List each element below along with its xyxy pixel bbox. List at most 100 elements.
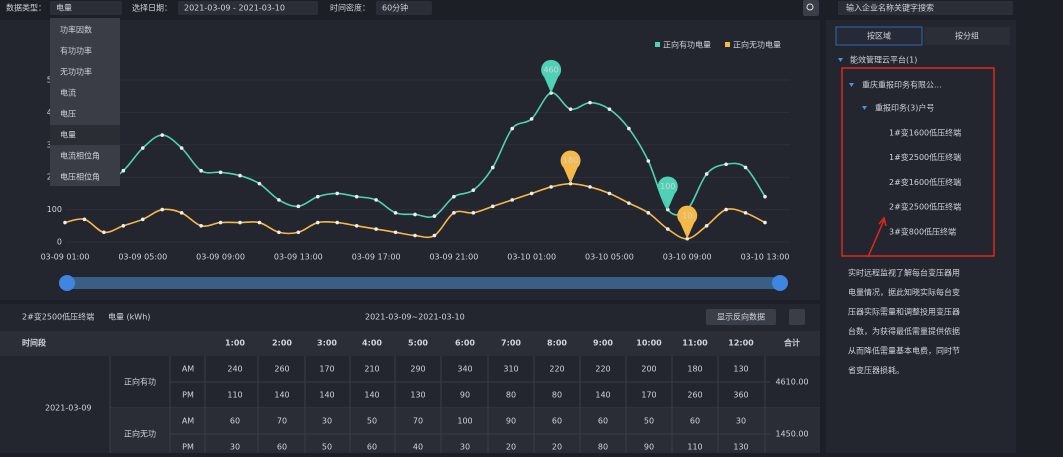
cell: 110 <box>227 391 242 400</box>
data-point <box>413 233 417 238</box>
tab-label[interactable]: 按区域 <box>867 31 891 41</box>
x-tick-label: 03-09 01:00 <box>41 253 90 262</box>
data-point <box>704 224 709 228</box>
search-button[interactable] <box>803 0 819 16</box>
slider-handle[interactable] <box>772 275 788 291</box>
pin-label: 100 <box>660 182 675 191</box>
search-placeholder[interactable]: 输入企业名称关键字搜索 <box>846 3 934 13</box>
tree-terminal[interactable]: 1#变1600低压终端 <box>889 128 961 138</box>
cell: 80 <box>552 391 562 400</box>
data-point <box>471 211 476 215</box>
tree-terminal[interactable]: 2#变1600低压终端 <box>889 177 961 187</box>
dropdown-option[interactable]: 功率因数 <box>60 25 92 35</box>
pin <box>677 205 698 239</box>
dropdown-option[interactable]: 电流 <box>60 88 76 98</box>
data-point <box>315 220 320 225</box>
column-header: 2:00 <box>272 339 292 348</box>
tree-company[interactable]: 重庆重报印务有限公... <box>862 80 942 90</box>
column-header: 10:00 <box>636 339 662 348</box>
tree-terminal[interactable]: 1#变2500低压终端 <box>889 152 961 162</box>
data-point <box>529 117 534 121</box>
data-point <box>315 194 320 199</box>
x-tick-label: 03-09 13:00 <box>274 253 323 262</box>
data-point <box>140 217 145 222</box>
pin <box>541 59 562 93</box>
column-header: 1:00 <box>225 339 245 348</box>
tree-caret <box>838 58 843 62</box>
cell: 130 <box>733 365 748 374</box>
chart-panel <box>0 20 820 300</box>
cell: 60 <box>690 417 700 426</box>
cell: 60 <box>277 443 287 452</box>
tab[interactable] <box>835 26 923 46</box>
data-point <box>374 227 378 231</box>
tree-terminal[interactable]: 2#变2500低压终端 <box>889 202 961 212</box>
tab[interactable] <box>924 27 1010 45</box>
date-value[interactable]: 2021-03-09 - 2021-03-10 <box>184 4 285 13</box>
x-tick-label: 03-10 13:00 <box>741 253 790 262</box>
tab-label[interactable]: 按分组 <box>955 31 979 41</box>
data-point <box>199 224 203 228</box>
cell: 290 <box>410 365 425 374</box>
search-input[interactable] <box>838 1 1013 15</box>
data-point <box>452 211 456 215</box>
dropdown-option[interactable]: 电量 <box>60 130 76 140</box>
data-point <box>179 146 184 150</box>
data-point <box>646 211 651 215</box>
dropdown-option[interactable]: 无功功率 <box>60 67 92 77</box>
density-value[interactable]: 60分钟 <box>382 3 408 13</box>
x-tick-label: 03-10 05:00 <box>585 253 634 262</box>
dropdown-option[interactable]: 电流相位角 <box>60 151 100 161</box>
x-tick-label: 03-09 05:00 <box>118 253 167 262</box>
slider-handle[interactable] <box>59 275 75 291</box>
total: 1450.00 <box>775 430 808 439</box>
x-tick-label: 03-09 21:00 <box>429 253 478 262</box>
column-header: 时间段 <box>22 338 46 348</box>
column-header: 6:00 <box>455 339 475 348</box>
legend-swatch <box>655 42 660 47</box>
data-point <box>102 230 106 235</box>
unit: 电量 (kWh) <box>108 312 150 322</box>
dropdown-option[interactable]: 有功功率 <box>60 46 92 56</box>
data-point <box>568 107 573 111</box>
cell: 200 <box>641 365 656 374</box>
period: PM <box>182 391 194 400</box>
label: 数据类型： <box>6 3 46 13</box>
cell: 130 <box>410 391 425 400</box>
pin <box>657 176 678 210</box>
period: AM <box>182 417 194 426</box>
cell: 30 <box>322 417 332 426</box>
cell: 60 <box>230 417 240 426</box>
tree-account[interactable]: 重报印务(3)户号 <box>875 103 934 113</box>
dropdown-option[interactable]: 电压相位角 <box>60 172 100 182</box>
export-button[interactable] <box>789 309 805 325</box>
tree-caret <box>849 83 854 87</box>
select-value[interactable]: 电量 <box>56 3 72 13</box>
data-point <box>257 181 262 186</box>
dropdown-option[interactable]: 电压 <box>60 109 76 119</box>
density-select[interactable] <box>376 1 432 15</box>
kind-name: 正向无功 <box>124 429 156 439</box>
data-point <box>452 194 456 199</box>
date-picker[interactable] <box>178 1 318 15</box>
tree-terminal[interactable]: 3#变800低压终端 <box>889 226 956 236</box>
x-tick-label: 03-09 17:00 <box>352 253 401 262</box>
data-point <box>607 191 612 196</box>
type-select[interactable] <box>50 1 122 15</box>
data-point <box>413 212 417 217</box>
data-point <box>296 230 301 235</box>
tree-root[interactable]: 能效管理云平台(1) <box>850 55 917 65</box>
data-point <box>510 126 515 131</box>
data-point <box>510 198 515 202</box>
data-point <box>665 227 670 231</box>
selected-option[interactable] <box>50 125 120 145</box>
data-point <box>179 211 184 215</box>
reverse-button-label[interactable]: 显示反向数据 <box>717 312 765 322</box>
cell: 100 <box>457 417 472 426</box>
cell: 40 <box>413 443 423 452</box>
cell: 50 <box>367 417 377 426</box>
reverse-button[interactable] <box>706 309 776 325</box>
range-slider[interactable] <box>65 277 780 289</box>
data-point <box>354 224 359 228</box>
